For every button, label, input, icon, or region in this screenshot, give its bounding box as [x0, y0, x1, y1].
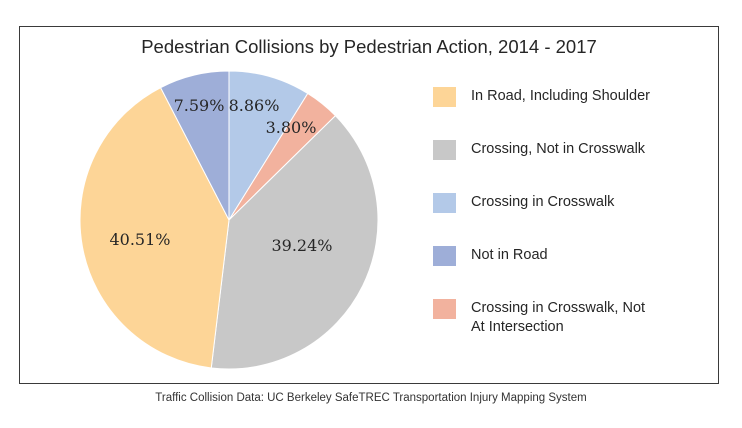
pie-slice-crossing-not-in-crosswalk — [210, 115, 379, 370]
slice-value-label: 8.86% — [229, 96, 280, 115]
legend-label: In Road, Including Shoulder — [471, 88, 650, 104]
slice-value-label: 3.80% — [266, 118, 317, 137]
legend-swatch — [433, 140, 456, 160]
pie-slice-in-road-including-shoulder — [79, 86, 230, 369]
legend-label: Crossing in Crosswalk — [471, 194, 615, 210]
legend-swatch — [433, 246, 456, 266]
legend-swatch — [433, 87, 456, 107]
slice-value-label: 39.24% — [271, 236, 332, 255]
legend-swatch — [433, 193, 456, 213]
chart-title: Pedestrian Collisions by Pedestrian Acti… — [141, 36, 597, 57]
legend-label: Crossing, Not in Crosswalk — [471, 141, 646, 157]
pie-chart: 8.86% 3.80% 39.24% 40.51% 7.59% — [79, 70, 379, 370]
legend-swatch — [433, 299, 456, 319]
legend-label: Not in Road — [471, 247, 548, 263]
slice-value-label: 40.51% — [109, 230, 170, 249]
chart-frame: Pedestrian Collisions by Pedestrian Acti… — [19, 26, 719, 384]
slice-value-label: 7.59% — [174, 96, 225, 115]
pie-slice-not-in-road — [159, 70, 230, 221]
legend-label: Crossing in Crosswalk, Not At Intersectio… — [471, 300, 646, 335]
source-caption: Traffic Collision Data: UC Berkeley Safe… — [155, 392, 587, 404]
pie-slice-crossing-in-crosswalk — [228, 70, 309, 222]
